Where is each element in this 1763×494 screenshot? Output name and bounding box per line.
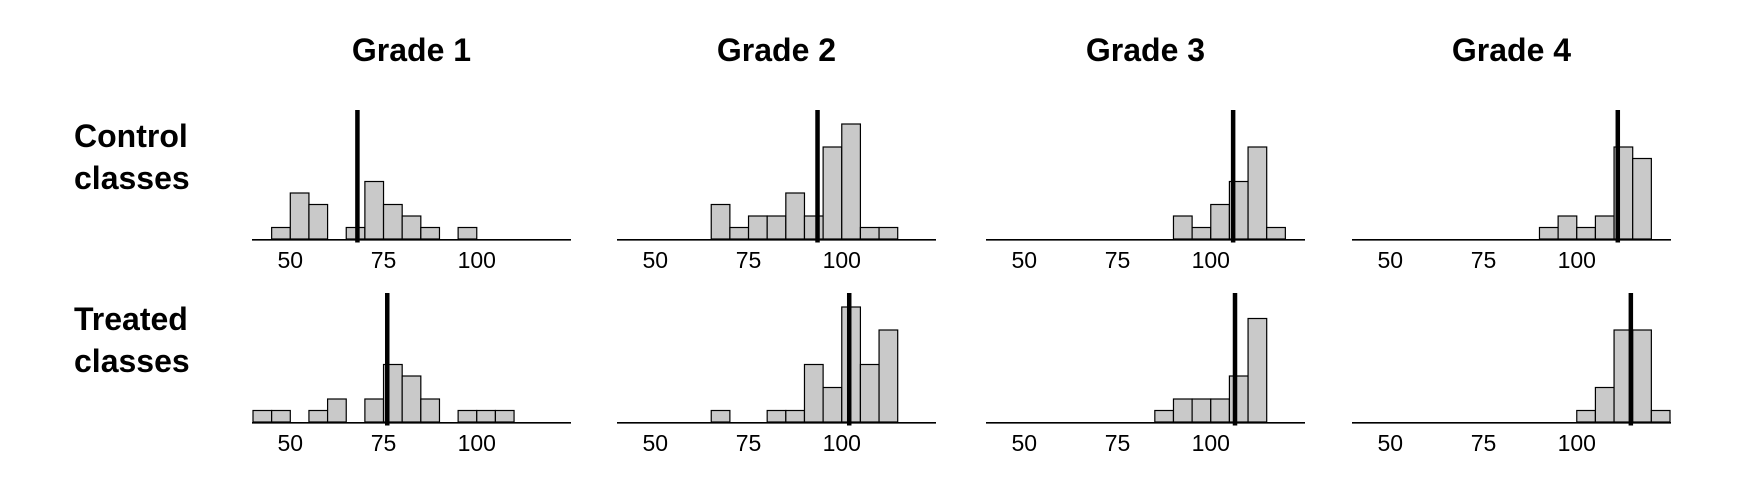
histogram-bar: [859, 226, 880, 240]
histogram-bar: [1557, 215, 1578, 240]
x-tick-label: 50: [277, 247, 303, 273]
histogram-bar: [878, 329, 899, 423]
histogram-bar: [364, 398, 385, 423]
histogram-bar: [1172, 398, 1193, 423]
histogram-panel-treated-grade-1: 50 75 100: [252, 293, 571, 456]
histogram-bar: [308, 203, 329, 240]
column-title-grade-2: Grade 2: [716, 32, 837, 68]
histogram-bar: [1576, 409, 1597, 423]
histogram-bar: [878, 226, 899, 240]
histogram-bar: [1172, 215, 1193, 240]
histogram-bar: [1247, 317, 1268, 423]
x-tick-label: 100: [1192, 247, 1230, 273]
x-tick-label: 50: [642, 430, 668, 456]
x-tick-label: 75: [371, 247, 397, 273]
x-tick-label: 75: [371, 430, 397, 456]
histogram-panel-control-grade-4: 50 75 100: [1352, 110, 1671, 273]
x-tick-label: 100: [1558, 247, 1596, 273]
x-tick-label: 75: [736, 430, 762, 456]
x-tick-label: 50: [1011, 247, 1037, 273]
histogram-bar: [271, 409, 291, 423]
histogram-bar: [803, 363, 824, 423]
x-tick-label: 50: [1011, 430, 1037, 456]
histogram-bar: [1538, 226, 1559, 240]
histogram-bar: [1266, 226, 1286, 240]
histogram-bar: [1210, 398, 1231, 423]
histogram-bar: [822, 146, 843, 240]
histogram-bar: [494, 409, 515, 423]
histogram-panel-control-grade-2: 50 75 100: [617, 110, 936, 273]
x-tick-label: 75: [1471, 247, 1497, 273]
histogram-panel-treated-grade-4: 50 75 100: [1352, 293, 1671, 456]
histogram-bar: [1594, 386, 1615, 423]
x-tick-label: 50: [1377, 247, 1403, 273]
histogram-bar: [1191, 398, 1212, 423]
histogram-bar: [803, 215, 824, 240]
histogram-bar: [859, 363, 880, 423]
histogram-bar: [747, 215, 768, 240]
histogram-bar: [710, 203, 731, 240]
x-tick-label: 100: [1192, 430, 1230, 456]
histogram-bar: [1247, 146, 1268, 240]
histogram-bar: [271, 226, 291, 240]
x-tick-label: 50: [277, 430, 303, 456]
histogram-bar: [401, 375, 422, 423]
histogram-bar: [289, 192, 310, 240]
histogram-bar: [1191, 226, 1212, 240]
histogram-bar: [766, 215, 787, 240]
histogram-bar: [785, 192, 806, 240]
histogram-bar: [420, 398, 441, 423]
histogram-bar: [1228, 375, 1249, 423]
histogram-bar: [785, 409, 806, 423]
x-tick-label: 100: [1558, 430, 1596, 456]
x-tick-label: 75: [1105, 247, 1131, 273]
row-label-treated-classes: Treated classes: [74, 301, 190, 379]
x-tick-label: 100: [458, 247, 496, 273]
histogram-panel-control-grade-3: 50 75 100: [986, 110, 1305, 273]
histogram-bar: [1650, 409, 1671, 423]
histogram-bar: [1594, 215, 1615, 240]
histogram-bar: [822, 386, 843, 423]
histogram-bar: [841, 123, 862, 240]
histogram-panel-control-grade-1: 50 75 100: [252, 110, 571, 273]
histogram-bar: [252, 409, 273, 423]
histogram-bar: [382, 203, 403, 240]
histogram-bar: [766, 409, 787, 423]
x-tick-label: 100: [823, 430, 861, 456]
histogram-bar: [1632, 329, 1652, 423]
x-tick-label: 50: [1377, 430, 1403, 456]
histogram-bar: [364, 180, 385, 240]
histogram-bar: [326, 398, 347, 423]
x-tick-label: 100: [458, 430, 496, 456]
histogram-bar: [1576, 226, 1597, 240]
column-title-grade-4: Grade 4: [1451, 32, 1572, 68]
x-tick-label: 75: [736, 247, 762, 273]
histogram-bar: [476, 409, 497, 423]
x-tick-label: 50: [642, 247, 668, 273]
histogram-bar: [401, 215, 422, 240]
row-label-control-classes: Control classes: [74, 118, 190, 196]
histogram-bar: [457, 409, 478, 423]
histogram-bar: [729, 226, 750, 240]
histogram-bar: [457, 226, 478, 240]
histogram-panel-treated-grade-2: 50 75 100: [617, 293, 936, 456]
histogram-panel-treated-grade-3: 50 75 100: [986, 293, 1305, 456]
histogram-bar: [1154, 409, 1175, 423]
histogram-bar: [420, 226, 441, 240]
column-title-grade-3: Grade 3: [1085, 32, 1206, 68]
histogram-bar: [1210, 203, 1231, 240]
histogram-bar: [710, 409, 731, 423]
histogram-bar: [308, 409, 329, 423]
column-title-grade-1: Grade 1: [351, 32, 472, 68]
x-tick-label: 75: [1105, 430, 1131, 456]
x-tick-label: 100: [823, 247, 861, 273]
x-tick-label: 75: [1471, 430, 1497, 456]
histogram-bar: [1632, 157, 1652, 240]
